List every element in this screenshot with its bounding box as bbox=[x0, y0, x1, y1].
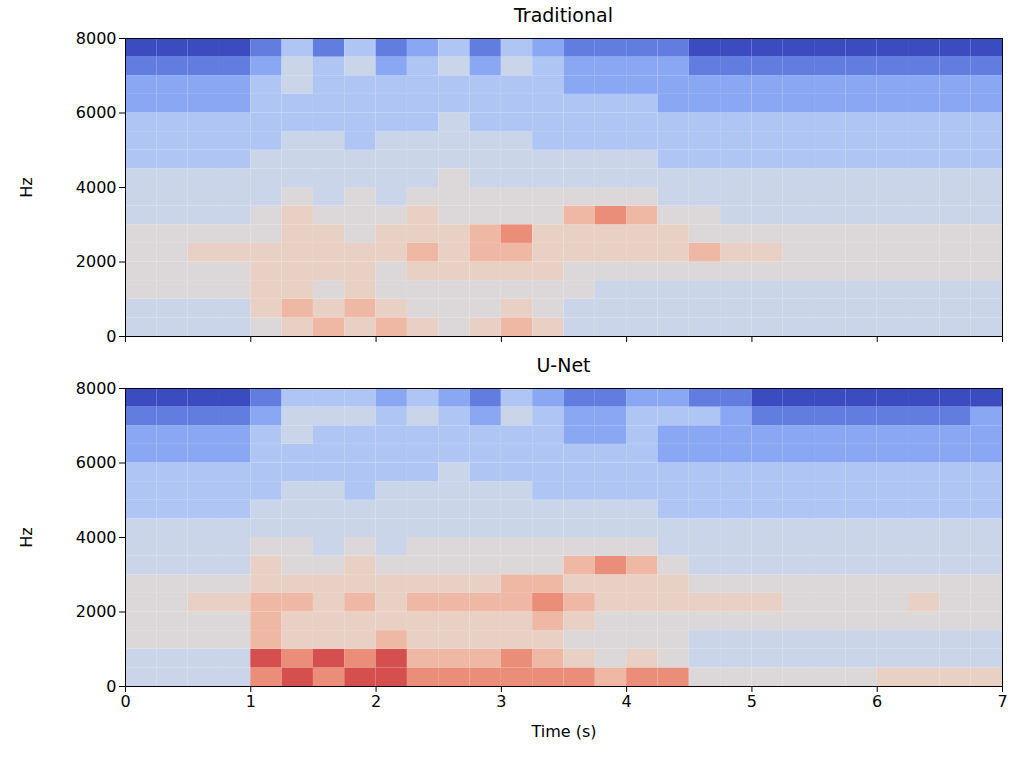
svg-text:6000: 6000 bbox=[76, 103, 117, 122]
svg-text:4000: 4000 bbox=[76, 528, 117, 547]
svg-text:6: 6 bbox=[872, 692, 882, 711]
svg-text:0: 0 bbox=[120, 692, 130, 711]
svg-text:8000: 8000 bbox=[76, 380, 117, 398]
svg-text:1: 1 bbox=[246, 692, 256, 711]
svg-text:2000: 2000 bbox=[76, 602, 117, 621]
svg-text:5: 5 bbox=[747, 692, 757, 711]
svg-text:4: 4 bbox=[622, 692, 632, 711]
html-text:Traditional: Traditional bbox=[514, 4, 613, 26]
svg-text:Hz: Hz bbox=[17, 527, 36, 547]
svg-text:3: 3 bbox=[496, 692, 506, 711]
html-text:U-Net: U-Net bbox=[536, 354, 591, 376]
svg-text:Hz: Hz bbox=[17, 177, 36, 197]
svg-text:8000: 8000 bbox=[76, 30, 117, 48]
svg-text:4000: 4000 bbox=[76, 178, 117, 197]
svg-text:2000: 2000 bbox=[76, 252, 117, 271]
svg-text:0: 0 bbox=[106, 677, 116, 696]
svg-text:2: 2 bbox=[371, 692, 381, 711]
svg-text:7: 7 bbox=[997, 692, 1007, 711]
svg-text:Time (s): Time (s) bbox=[530, 722, 596, 741]
svg-text:6000: 6000 bbox=[76, 453, 117, 472]
svg-text:0: 0 bbox=[106, 327, 116, 346]
